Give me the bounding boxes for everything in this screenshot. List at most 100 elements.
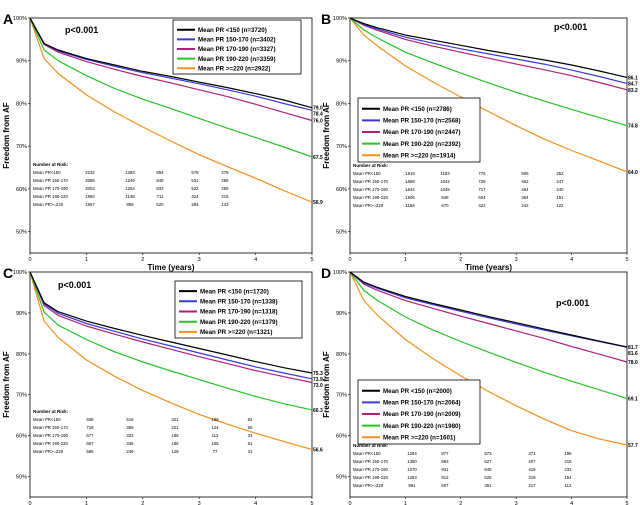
- y-tick-label: 100%: [333, 16, 347, 22]
- y-tick-label: 80%: [336, 101, 347, 107]
- series-end-label: 78.0: [628, 360, 638, 366]
- series-line: [29, 271, 313, 411]
- risk-cell: 51: [248, 441, 253, 446]
- x-tick-label: 3: [198, 501, 201, 505]
- risk-cell: 718: [86, 425, 94, 430]
- y-tick-label: 90%: [336, 311, 347, 317]
- risk-cell: 833: [156, 186, 164, 191]
- risk-cell: 424: [191, 194, 199, 199]
- risk-cell: 215: [221, 194, 229, 199]
- risk-cell: 893: [441, 459, 449, 464]
- risk-cell: 321: [171, 417, 179, 422]
- risk-cell: 407: [528, 459, 536, 464]
- risk-row-label: Mean PR 170-190: [353, 187, 388, 192]
- risk-cell: 877: [441, 451, 449, 456]
- risk-cell: 2065: [85, 178, 95, 183]
- series-line: [29, 271, 313, 380]
- x-tick-label: 0: [348, 257, 351, 263]
- legend: Mean PR <150 (n=3720) Mean PR 150-170 (n=…: [172, 19, 302, 75]
- series-line: [29, 271, 313, 451]
- risk-cell: 240: [556, 187, 564, 192]
- plot-frame: [349, 17, 628, 254]
- risk-table-header: Number at Risk:: [33, 409, 69, 414]
- legend-entry: Mean PR <150 (n=3720): [198, 27, 267, 34]
- series-end-label: 84.7: [628, 81, 638, 87]
- risk-row-label: Mean PR>=220: [353, 203, 384, 208]
- risk-cell: 1370: [407, 467, 417, 472]
- legend-entry: Mean PR <150 (n=2000): [383, 388, 452, 395]
- risk-row-label: Mean PR>=220: [353, 483, 384, 488]
- risk-cell: 113: [212, 433, 219, 438]
- y-tick-label: 100%: [13, 270, 27, 276]
- risk-row-label: Mean PR 150-170: [33, 178, 68, 183]
- risk-cell: 670: [441, 203, 449, 208]
- series-end-label: 75.3: [313, 371, 323, 377]
- risk-cell: 186: [171, 441, 179, 446]
- x-tick-label: 5: [310, 257, 313, 263]
- series-line: [349, 17, 628, 127]
- legend-entry: Mean PR 170-190 (n=2447): [383, 129, 461, 136]
- p-value-label: p<0.001: [556, 298, 589, 308]
- y-tick-label: 100%: [13, 16, 27, 22]
- y-axis-title: Freedom from AF: [322, 351, 331, 417]
- risk-cell: 991: [408, 483, 416, 488]
- plot-frame: [29, 271, 313, 498]
- risk-row-label: Mean PR 170-190: [33, 433, 68, 438]
- series-end-label: 64.0: [628, 170, 638, 176]
- risk-cell: 82: [248, 417, 253, 422]
- panel-c: C 50% 60% 70% 80% 90% 100% 0 1 2 3 4 5 Time (years) Fr…: [2, 265, 323, 505]
- panel-b: B 50% 60% 70% 80% 90% 100% 0 1 2 3 4 5 Time (years) Fr…: [321, 11, 638, 272]
- y-tick-label: 100%: [333, 270, 347, 276]
- panel-letter: B: [321, 11, 331, 27]
- y-tick-label: 60%: [16, 187, 27, 193]
- risk-cell: 1950: [85, 194, 95, 199]
- risk-table-header: Number at Risk:: [353, 443, 389, 448]
- legend-entry: Mean PR 150-170 (n=1338): [200, 299, 278, 306]
- y-axis-title: Freedom from AF: [322, 102, 331, 168]
- risk-cell: 717: [478, 187, 486, 192]
- risk-cell: 112: [565, 483, 572, 488]
- plot-frame: [29, 17, 313, 254]
- legend-entry: Mean PR 150-170 (n=3402): [198, 37, 276, 44]
- series-line: [29, 17, 313, 111]
- series-end-label: 73.0: [313, 383, 323, 389]
- risk-row-label: Mean PR 150-170: [33, 425, 68, 430]
- series-line: [349, 271, 628, 399]
- risk-cell: 812: [441, 475, 449, 480]
- risk-cell: 578: [191, 170, 199, 175]
- series-end-label: 69.1: [628, 396, 638, 402]
- legend-entry: Mean PR 170-190 (n=2009): [383, 411, 461, 418]
- risk-cell: 931: [441, 467, 449, 472]
- series-end-label: 56.9: [313, 200, 323, 206]
- risk-cell: 129: [171, 449, 179, 454]
- risk-cell: 848: [156, 178, 164, 183]
- risk-cell: 252: [556, 171, 564, 176]
- risk-cell: 242: [521, 203, 529, 208]
- risk-cell: 586: [86, 449, 94, 454]
- x-tick-label: 2: [459, 257, 462, 263]
- risk-row-label: Mean PR 150-170: [353, 459, 388, 464]
- risk-cell: 232: [564, 467, 572, 472]
- risk-cell: 1350: [407, 459, 417, 464]
- risk-cell: 522: [191, 186, 199, 191]
- risk-cell: 1819: [405, 171, 415, 176]
- y-axis-title: Freedom from AF: [2, 102, 11, 168]
- x-tick-label: 3: [515, 257, 518, 263]
- x-tick-label: 2: [141, 257, 144, 263]
- legend-entry: Mean PR >=220 (n=1601): [383, 434, 455, 441]
- risk-cell: 520: [156, 202, 164, 207]
- risk-cell: 464: [521, 187, 529, 192]
- p-value-label: p<0.001: [58, 280, 91, 290]
- risk-cell: 516: [126, 417, 134, 422]
- x-tick-label: 0: [348, 501, 351, 505]
- risk-cell: 711: [157, 194, 164, 199]
- p-value-label: p<0.001: [554, 22, 587, 32]
- x-tick-label: 2: [459, 501, 462, 505]
- y-tick-label: 70%: [16, 393, 27, 399]
- risk-table-header: Number at Risk:: [353, 163, 389, 168]
- series-line: [29, 271, 313, 374]
- legend-entry: Mean PR 190-220 (n=3359): [198, 56, 276, 63]
- panel-letter: A: [3, 11, 13, 27]
- risk-cell: 1148: [125, 194, 135, 199]
- risk-cell: 247: [556, 179, 564, 184]
